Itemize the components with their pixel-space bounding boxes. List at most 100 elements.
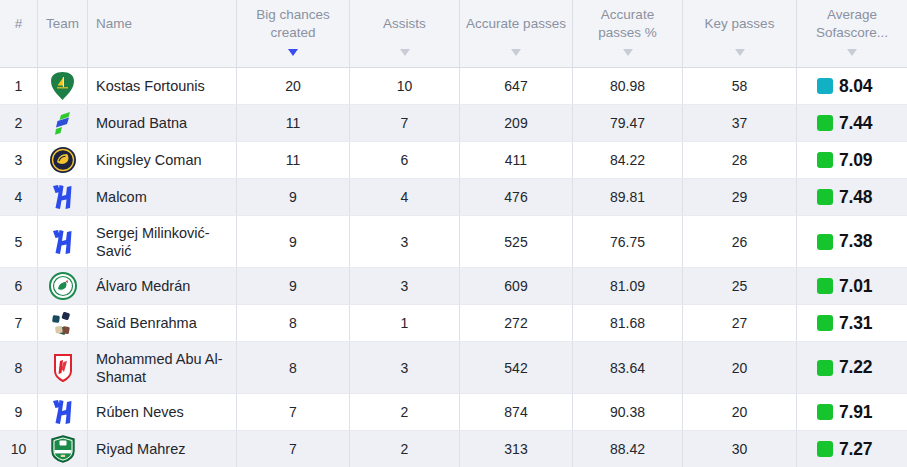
big-chances-created-cell: 11 xyxy=(237,105,350,141)
key-passes-cell: 28 xyxy=(683,142,797,178)
al-qadsiah-logo xyxy=(51,353,75,383)
al-khaleej-logo xyxy=(49,71,76,101)
rating-cell: 7.91 xyxy=(797,394,907,430)
column-label: Key passes xyxy=(705,0,775,47)
al-hilal-logo xyxy=(50,398,76,426)
sort-icon xyxy=(511,49,521,56)
column-header-name: Name xyxy=(88,0,237,67)
rating-value: 7.31 xyxy=(839,313,872,334)
big-chances-created-cell: 8 xyxy=(237,305,350,341)
rating-color-box xyxy=(817,315,833,331)
table-row[interactable]: 9 Rúben Neves 7 2 874 90.38 20 7.91 xyxy=(0,394,907,431)
assists-cell: 1 xyxy=(350,305,460,341)
team-cell[interactable] xyxy=(38,68,88,104)
team-cell[interactable] xyxy=(38,268,88,304)
accurate-passes-pct-cell: 80.98 xyxy=(573,68,683,104)
column-header-average-sofascore-rating[interactable]: Average Sofascore... xyxy=(797,0,907,67)
key-passes-cell: 27 xyxy=(683,305,797,341)
team-cell[interactable] xyxy=(38,431,88,467)
accurate-passes-cell: 209 xyxy=(460,105,573,141)
assists-cell: 3 xyxy=(350,216,460,267)
column-label: Accurate passes xyxy=(466,0,566,47)
table-row[interactable]: 8 Mohammed Abu Al-Shamat 8 3 542 83.64 2… xyxy=(0,342,907,394)
rank-cell: 8 xyxy=(0,342,38,393)
table-row[interactable]: 4 Malcom 9 4 476 89.81 29 7.48 xyxy=(0,179,907,216)
rating-value: 7.27 xyxy=(839,439,872,460)
column-header-rank: # xyxy=(0,0,38,67)
team-cell[interactable] xyxy=(38,105,88,141)
sort-icon xyxy=(623,49,633,56)
rating-cell: 7.22 xyxy=(797,342,907,393)
al-ahli-logo xyxy=(50,435,76,463)
team-cell[interactable] xyxy=(38,342,88,393)
accurate-passes-pct-cell: 83.64 xyxy=(573,342,683,393)
assists-cell: 7 xyxy=(350,105,460,141)
player-name[interactable]: Saïd Benrahma xyxy=(88,305,237,341)
accurate-passes-pct-cell: 76.75 xyxy=(573,216,683,267)
team-cell[interactable] xyxy=(38,305,88,341)
big-chances-created-cell: 11 xyxy=(237,142,350,178)
column-label: Average Sofascore... xyxy=(803,0,901,47)
rating-value: 7.22 xyxy=(839,357,872,378)
table-row[interactable]: 2 Mourad Batna 11 7 209 79.47 37 7.44 xyxy=(0,105,907,142)
al-nassr-logo xyxy=(49,146,77,174)
accurate-passes-cell: 476 xyxy=(460,179,573,215)
column-header-key-passes[interactable]: Key passes xyxy=(683,0,797,67)
table-row[interactable]: 6 Álvaro Medrán 9 3 609 81.09 25 7.01 xyxy=(0,268,907,305)
accurate-passes-cell: 647 xyxy=(460,68,573,104)
al-okhdood-logo xyxy=(49,272,77,300)
team-rank-cell: 4 xyxy=(0,179,38,215)
player-name[interactable]: Kostas Fortounis xyxy=(88,68,237,104)
rating-color-box xyxy=(817,234,833,250)
sort-icon xyxy=(847,49,857,56)
accurate-passes-cell: 609 xyxy=(460,268,573,304)
assists-cell: 3 xyxy=(350,268,460,304)
column-header-assists[interactable]: Assists xyxy=(350,0,460,67)
big-chances-created-cell: 7 xyxy=(237,394,350,430)
rating-value: 8.04 xyxy=(839,76,872,97)
rating-color-box xyxy=(817,189,833,205)
team-cell[interactable] xyxy=(38,142,88,178)
rating-cell: 7.48 xyxy=(797,179,907,215)
table-row[interactable]: 3 Kingsley Coman 11 6 411 84.22 28 7.09 xyxy=(0,142,907,179)
table-row[interactable]: 10 Riyad Mahrez 7 2 313 88.42 30 7.27 xyxy=(0,431,907,467)
column-header-big-chances-created[interactable]: Big chances created xyxy=(237,0,350,67)
accurate-passes-pct-cell: 81.68 xyxy=(573,305,683,341)
player-name[interactable]: Mohammed Abu Al-Shamat xyxy=(88,342,237,393)
table-row[interactable]: 5 Sergej Milinković-Savić 9 3 525 76.75 … xyxy=(0,216,907,268)
sort-desc-icon xyxy=(288,49,298,56)
column-header-accurate-passes[interactable]: Accurate passes xyxy=(460,0,573,67)
accurate-passes-cell: 272 xyxy=(460,305,573,341)
rating-color-box xyxy=(817,441,833,457)
accurate-passes-pct-cell: 81.09 xyxy=(573,268,683,304)
table-header-row: # Team Name Big chances created Assists … xyxy=(0,0,907,68)
player-name[interactable]: Rúben Neves xyxy=(88,394,237,430)
player-name[interactable]: Malcom xyxy=(88,179,237,215)
column-label: Big chances created xyxy=(243,0,343,47)
table-row[interactable]: 1 Kostas Fortounis 20 10 647 80.98 58 8.… xyxy=(0,68,907,105)
player-name[interactable]: Riyad Mahrez xyxy=(88,431,237,467)
rating-value: 7.48 xyxy=(839,187,872,208)
column-header-team: Team xyxy=(38,0,88,67)
key-passes-cell: 20 xyxy=(683,394,797,430)
big-chances-created-cell: 8 xyxy=(237,342,350,393)
accurate-passes-cell: 525 xyxy=(460,216,573,267)
sort-icon xyxy=(400,49,410,56)
team-cell[interactable] xyxy=(38,179,88,215)
rank-cell: 7 xyxy=(0,305,38,341)
rating-value: 7.44 xyxy=(839,113,872,134)
column-header-accurate-passes-pct[interactable]: Accurate passes % xyxy=(573,0,683,67)
player-name[interactable]: Kingsley Coman xyxy=(88,142,237,178)
player-name[interactable]: Mourad Batna xyxy=(88,105,237,141)
player-name[interactable]: Sergej Milinković-Savić xyxy=(88,216,237,267)
big-chances-created-cell: 7 xyxy=(237,431,350,467)
big-chances-created-cell: 9 xyxy=(237,268,350,304)
sort-icon xyxy=(735,49,745,56)
key-passes-cell: 20 xyxy=(683,342,797,393)
rating-color-box xyxy=(817,360,833,376)
table-row[interactable]: 7 Saïd Benrahma 8 1 272 81.68 27 7.31 xyxy=(0,305,907,342)
player-name[interactable]: Álvaro Medrán xyxy=(88,268,237,304)
team-cell[interactable] xyxy=(38,394,88,430)
team-cell[interactable] xyxy=(38,216,88,267)
rating-value: 7.38 xyxy=(839,231,872,252)
